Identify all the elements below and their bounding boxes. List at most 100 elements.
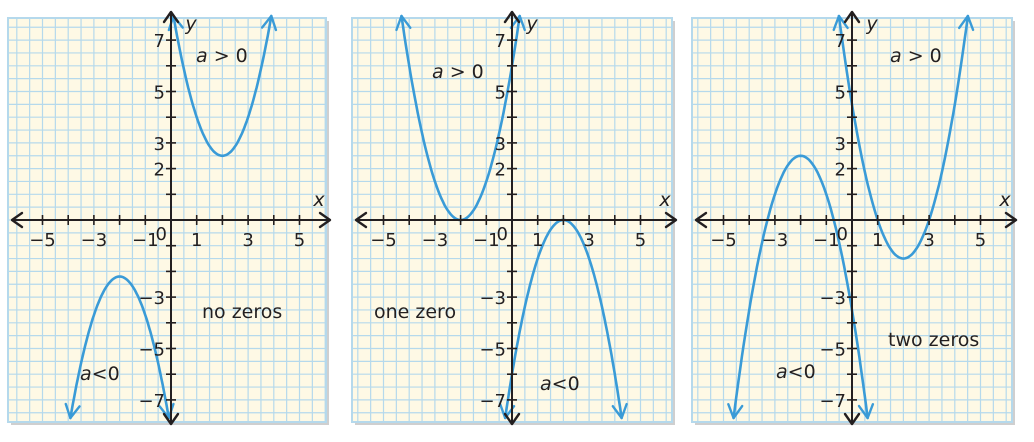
x-axis-arrowhead-right	[664, 211, 678, 229]
y-tick-label: 2	[154, 160, 165, 181]
axes	[354, 10, 678, 426]
y-tick-label: 7	[835, 31, 846, 52]
parabola-curve	[732, 154, 869, 420]
x-tick-label: −5	[370, 230, 397, 251]
curve-arrowhead	[727, 403, 744, 420]
y-tick-label: 3	[835, 134, 846, 155]
y-tick-label: 7	[495, 31, 506, 52]
x-tick-label: −3	[422, 230, 449, 251]
sign-condition-label: a<0	[540, 373, 580, 395]
x-tick-label: −1	[132, 230, 159, 251]
x-tick-label: −3	[81, 230, 108, 251]
y-tick-label: −3	[479, 288, 506, 309]
inequality-sign: >	[444, 61, 472, 83]
origin-label: 0	[156, 224, 167, 245]
variable-a: a	[432, 61, 444, 83]
variable-a: a	[196, 45, 208, 67]
parabola-curve	[69, 275, 171, 420]
y-axis-arrowhead-bottom	[162, 412, 180, 426]
parabola-curves	[727, 14, 975, 420]
curve-arrowhead	[395, 14, 412, 32]
y-axis-label: y	[525, 13, 538, 35]
y-tick-label: 7	[154, 31, 165, 52]
y-axis-arrowhead-top	[162, 10, 180, 24]
inequality-sign: <	[788, 361, 804, 383]
y-axis-label: y	[184, 13, 197, 35]
y-axis-arrowhead-top	[843, 10, 861, 24]
curve-arrowhead	[509, 14, 526, 32]
x-tick-label: 1	[532, 230, 543, 251]
sign-condition-label: a > 0	[890, 45, 942, 67]
y-tick-label: −5	[819, 340, 846, 361]
curve-arrowhead	[611, 402, 628, 420]
zeros-caption: one zero	[374, 301, 456, 323]
zeros-caption: no zeros	[202, 301, 282, 323]
y-tick-label: 3	[154, 134, 165, 155]
sign-condition-label: a > 0	[196, 45, 248, 67]
y-axis-arrowhead-bottom	[503, 412, 521, 426]
sign-condition-label: a<0	[776, 361, 816, 383]
inequality-sign: <	[92, 363, 108, 385]
inequality-value: 0	[930, 45, 942, 67]
y-tick-label: 5	[154, 83, 165, 104]
x-tick-label: −5	[710, 230, 737, 251]
inequality-value: 0	[472, 61, 484, 83]
y-tick-label: 2	[495, 160, 506, 181]
y-tick-label: 5	[495, 83, 506, 104]
y-tick-label: −5	[479, 340, 506, 361]
x-tick-label: −5	[29, 230, 56, 251]
origin-label: 0	[497, 224, 508, 245]
axes	[694, 10, 1018, 426]
inequality-sign: <	[552, 373, 568, 395]
y-axis-arrowhead-bottom	[843, 412, 861, 426]
x-axis-arrowhead-left	[10, 211, 24, 229]
origin-label: 0	[837, 224, 848, 245]
y-axis-arrowhead-top	[503, 10, 521, 24]
tick-labels: −5 −3 −1 1 3 5 7 5 3 2 −3 −5 −7 0 x y	[370, 13, 671, 412]
y-tick-label: 3	[495, 134, 506, 155]
y-tick-label: −3	[819, 288, 846, 309]
inequality-value: 0	[236, 45, 248, 67]
inequality-value: 0	[108, 363, 120, 385]
y-tick-label: 2	[835, 160, 846, 181]
y-tick-label: −7	[138, 391, 165, 412]
parabola-curve	[172, 14, 273, 158]
x-tick-label: 1	[191, 230, 202, 251]
y-tick-label: 5	[835, 83, 846, 104]
x-tick-label: 3	[583, 230, 594, 251]
annotations: a > 0a<0no zeros	[80, 45, 282, 385]
inequality-value: 0	[568, 373, 580, 395]
x-tick-label: 5	[294, 230, 305, 251]
x-tick-label: −1	[813, 230, 840, 251]
x-axis-label: x	[658, 189, 671, 211]
curve-arrowhead	[260, 14, 278, 32]
y-tick-label: −7	[479, 391, 506, 412]
curve-arrowhead	[64, 402, 81, 420]
x-axis-arrowhead-right	[318, 211, 332, 229]
x-tick-label: −3	[762, 230, 789, 251]
y-tick-label: −7	[819, 391, 846, 412]
x-axis-arrowhead-left	[694, 211, 708, 229]
axes	[10, 10, 332, 426]
curve-arrowhead	[857, 403, 875, 420]
sign-condition-label: a > 0	[432, 61, 484, 83]
tick-labels: −5 −3 −1 1 3 5 7 5 3 2 −3 −5 −7 0 x y	[29, 13, 325, 412]
x-tick-label: −1	[473, 230, 500, 251]
x-tick-label: 3	[923, 230, 934, 251]
variable-a: a	[890, 45, 902, 67]
inequality-value: 0	[804, 361, 816, 383]
inequality-sign: >	[208, 45, 236, 67]
x-tick-label: 5	[635, 230, 646, 251]
x-axis-arrowhead-right	[1004, 211, 1018, 229]
x-tick-label: 5	[975, 230, 986, 251]
parabola-curve	[837, 14, 970, 260]
sign-condition-label: a<0	[80, 363, 120, 385]
variable-a: a	[776, 361, 788, 383]
zeros-caption: two zeros	[888, 329, 979, 351]
x-tick-label: 1	[872, 230, 883, 251]
x-axis-label: x	[998, 189, 1011, 211]
